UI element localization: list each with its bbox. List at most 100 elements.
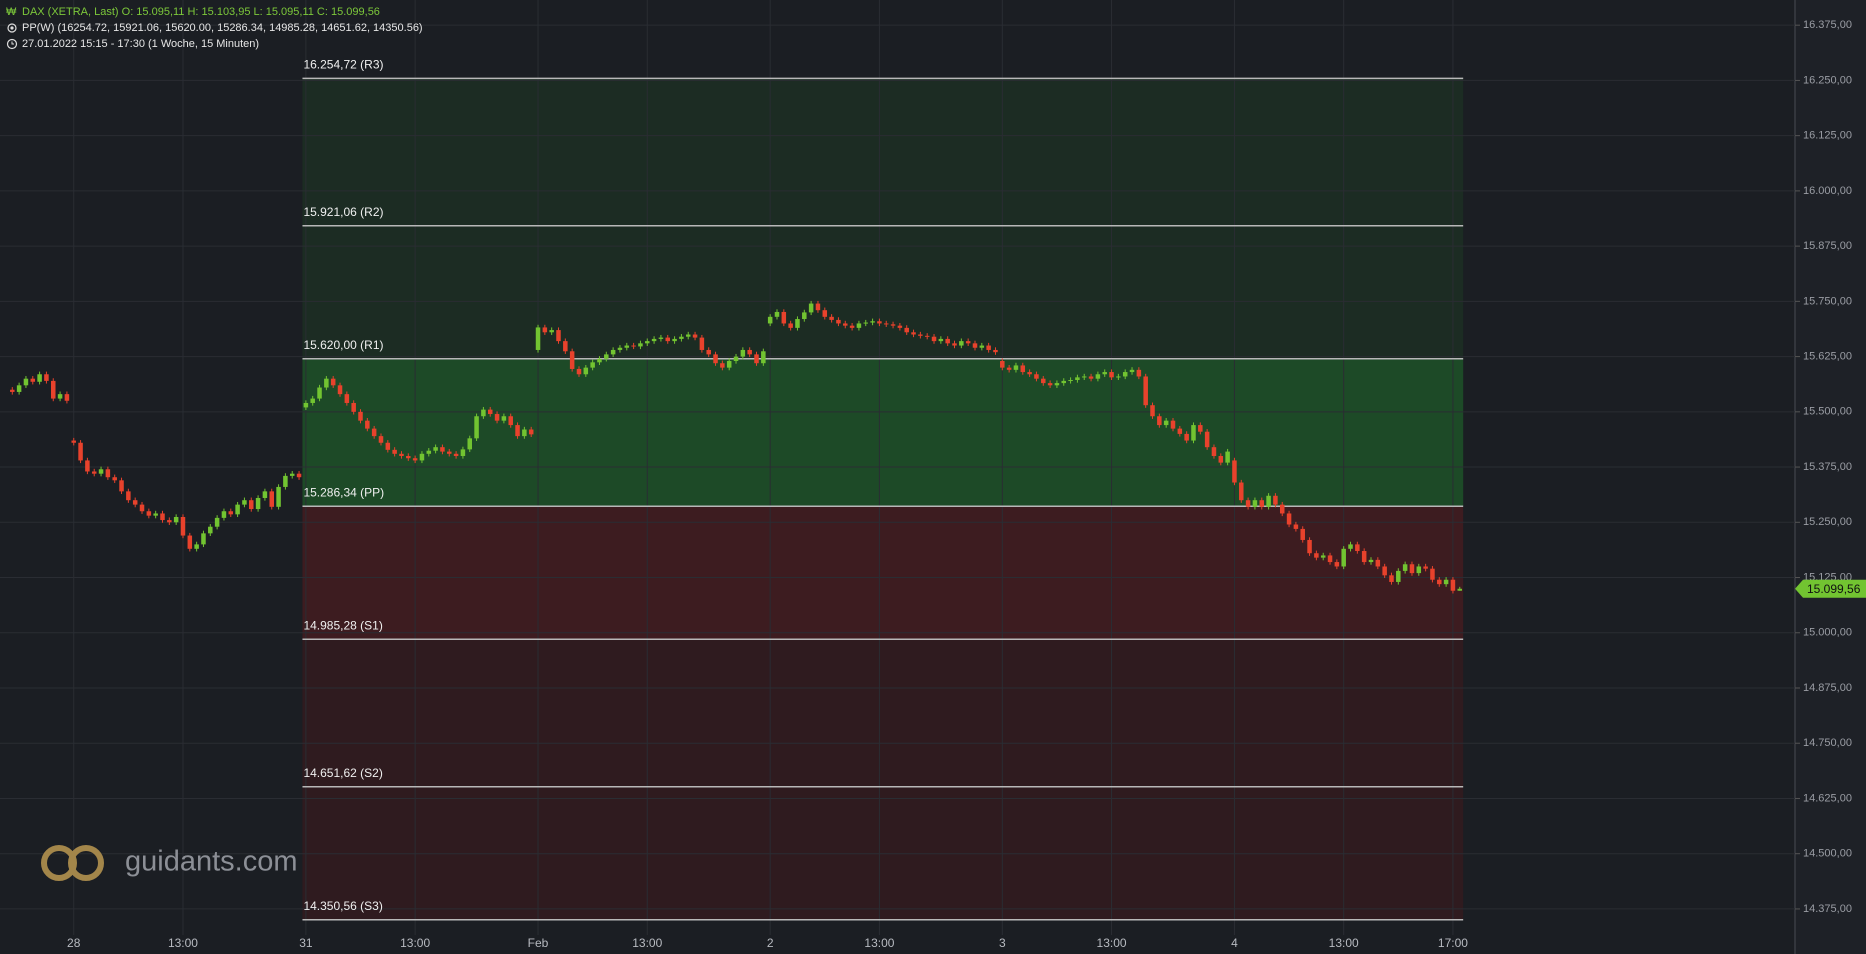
candle-body xyxy=(1273,495,1278,505)
candle-body xyxy=(767,316,773,324)
candle-body xyxy=(1259,500,1265,507)
candle-body xyxy=(1013,365,1019,370)
pivot-label: 14.350,56 (S3) xyxy=(303,899,382,913)
candle-body xyxy=(16,385,22,392)
candle-body xyxy=(23,378,29,386)
candle-body xyxy=(1355,544,1360,552)
candle-body xyxy=(1320,555,1326,558)
candle-body xyxy=(556,330,561,342)
candle-body xyxy=(679,336,684,339)
candle-body xyxy=(856,323,862,328)
candle-body xyxy=(1368,559,1374,563)
candle-body xyxy=(1000,361,1005,368)
pivot-zone xyxy=(302,639,1464,787)
candle-body xyxy=(98,469,104,474)
candle-body xyxy=(645,341,650,344)
x-tick-label: 13:00 xyxy=(1097,936,1127,950)
candle-body xyxy=(1041,378,1046,384)
candle-body xyxy=(1136,369,1142,377)
candle-body xyxy=(665,337,671,342)
candle-body xyxy=(638,343,643,347)
x-tick-label: 13:00 xyxy=(400,936,430,950)
candle-body xyxy=(1204,431,1210,448)
candle-body xyxy=(808,303,814,313)
candle-body xyxy=(406,456,411,459)
candle-body xyxy=(1293,524,1299,529)
candle-body xyxy=(617,347,623,350)
candle-body xyxy=(740,349,746,357)
candle-body xyxy=(1245,500,1251,507)
candle-body xyxy=(1437,579,1442,585)
candle-body xyxy=(119,480,124,492)
y-tick-label: 15.875,00 xyxy=(1803,240,1852,252)
candle-body xyxy=(1075,377,1080,381)
candle-body xyxy=(1457,588,1463,591)
y-tick-label: 15.750,00 xyxy=(1803,295,1852,307)
candle-body xyxy=(979,345,985,348)
candle-body xyxy=(71,440,76,443)
candle-body xyxy=(1102,372,1107,375)
candle-body xyxy=(583,367,589,375)
clock-hands xyxy=(11,41,14,45)
x-tick-label: 13:00 xyxy=(864,936,894,950)
candle-body xyxy=(330,378,336,386)
candle-body xyxy=(720,363,725,368)
candle-body xyxy=(597,358,602,363)
candle-body xyxy=(911,332,916,335)
x-tick-label: 17:00 xyxy=(1438,936,1468,950)
candle-body xyxy=(829,316,834,320)
y-tick-label: 16.250,00 xyxy=(1803,74,1852,86)
candle-body xyxy=(160,513,165,521)
x-tick-label: 31 xyxy=(299,936,313,950)
y-tick-label: 14.500,00 xyxy=(1803,848,1852,860)
candle-body xyxy=(1239,482,1244,501)
candle-body xyxy=(235,504,240,515)
candle-body xyxy=(849,325,855,328)
candle-body xyxy=(283,475,288,487)
candle-body xyxy=(576,368,582,375)
x-tick-label: 3 xyxy=(999,936,1006,950)
candle-body xyxy=(317,387,322,399)
candle-body xyxy=(685,334,691,337)
candle-body xyxy=(64,394,70,401)
y-tick-label: 14.875,00 xyxy=(1803,682,1852,694)
candle-body xyxy=(590,362,595,368)
candle-body xyxy=(624,345,630,348)
pivot-zone xyxy=(302,225,1464,359)
candle-body xyxy=(542,327,548,333)
candle-body xyxy=(986,345,991,350)
x-tick-label: 2 xyxy=(767,936,774,950)
y-tick-label: 15.500,00 xyxy=(1803,406,1852,418)
candle-body xyxy=(651,338,657,342)
last-price-tag xyxy=(1795,579,1866,598)
y-tick-label: 14.625,00 xyxy=(1803,792,1852,804)
candle-body xyxy=(774,311,780,317)
axis-background xyxy=(1795,0,1866,954)
candle-body xyxy=(1184,433,1189,441)
pivot-zone xyxy=(302,358,1464,507)
candle-body xyxy=(549,330,554,333)
candle-body xyxy=(310,398,315,403)
candle-body xyxy=(1034,374,1039,379)
candle-body xyxy=(474,416,479,439)
candle-body xyxy=(1389,575,1394,582)
pivot-label: 15.286,34 (PP) xyxy=(303,485,384,499)
candle-body xyxy=(303,402,309,408)
candle-body xyxy=(344,394,350,403)
symbol-icon: ₩ xyxy=(6,6,17,18)
candle-body xyxy=(1211,447,1217,457)
candle-body xyxy=(51,380,56,399)
candle-body xyxy=(1382,566,1387,576)
candle-body xyxy=(733,356,739,362)
candle-body xyxy=(1430,568,1435,580)
candle-body xyxy=(255,497,261,510)
candle-body xyxy=(1416,566,1422,574)
x-tick-label: 13:00 xyxy=(632,936,662,950)
candle-body xyxy=(788,323,793,328)
candle-body xyxy=(385,442,391,450)
y-tick-label: 14.750,00 xyxy=(1803,737,1852,749)
candle-body xyxy=(1348,544,1353,549)
candle-body xyxy=(815,303,821,311)
logo-ring xyxy=(68,845,104,881)
